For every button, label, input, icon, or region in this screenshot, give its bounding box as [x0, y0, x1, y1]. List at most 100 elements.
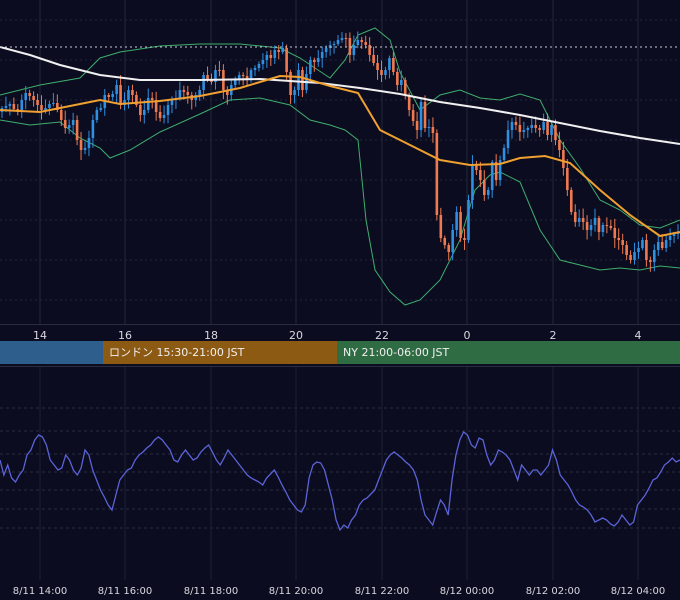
- candle-body: [261, 60, 265, 64]
- candle-body: [569, 190, 573, 212]
- candle-body: [653, 250, 656, 262]
- ma-short-line: [0, 74, 680, 238]
- candle-body: [71, 120, 75, 125]
- candle-body: [625, 245, 628, 255]
- candle-body: [20, 100, 24, 112]
- candle-body: [645, 240, 648, 260]
- hour-tick-label: 22: [375, 329, 389, 342]
- candle-body: [285, 48, 288, 72]
- candle-body: [585, 222, 589, 230]
- candle-body: [269, 55, 273, 58]
- candle-body: [479, 170, 482, 180]
- candle-body: [388, 58, 391, 70]
- candle-body: [344, 38, 348, 39]
- candle-body: [415, 121, 419, 130]
- ma-long-line: [0, 46, 680, 145]
- candle-body: [206, 75, 209, 80]
- candle-body: [245, 76, 249, 80]
- candle-body: [79, 140, 83, 150]
- candle-body: [649, 260, 652, 262]
- candle-body: [297, 70, 300, 90]
- candle-body: [332, 44, 336, 45]
- candle-body: [75, 120, 79, 140]
- candle-body: [431, 127, 435, 133]
- candle-body: [336, 40, 340, 44]
- candle-body: [593, 218, 597, 225]
- candle-body: [257, 64, 261, 68]
- candle-body: [510, 122, 514, 130]
- candle-body: [577, 218, 581, 222]
- candle-body: [166, 105, 170, 115]
- candle-body: [601, 225, 605, 232]
- candle-body: [566, 168, 569, 190]
- candle-body: [139, 105, 142, 115]
- candle-body: [356, 40, 360, 45]
- candle-body: [534, 125, 537, 128]
- session-label: NY 21:00-06:00 JST: [343, 346, 450, 359]
- session-bars: [0, 341, 680, 364]
- candle-body: [672, 234, 676, 236]
- candle-body: [218, 70, 221, 71]
- candle-body: [158, 112, 162, 118]
- candle-body: [486, 190, 490, 195]
- candle-body: [352, 45, 356, 55]
- candle-body: [427, 127, 431, 128]
- candle-body: [538, 128, 541, 130]
- date-tick-label: 8/11 18:00: [184, 586, 238, 597]
- candle-body: [423, 102, 427, 128]
- candle-body: [8, 104, 12, 106]
- oscillator-series: [0, 430, 680, 532]
- candle-body: [494, 162, 498, 180]
- candle-body: [115, 85, 118, 94]
- candle-body: [56, 103, 59, 110]
- price-panel-bottom-border: [0, 324, 680, 325]
- candle-body: [384, 70, 387, 75]
- candle-body: [83, 148, 87, 150]
- candle-body: [301, 70, 304, 90]
- candle-body: [637, 248, 640, 252]
- candle-body: [641, 240, 644, 248]
- candle-body: [249, 70, 253, 80]
- candle-body: [198, 90, 201, 95]
- candle-body: [459, 212, 462, 238]
- candle-body: [380, 70, 383, 75]
- candle-body: [526, 128, 530, 130]
- candle-body: [435, 133, 439, 215]
- candle-body: [273, 50, 277, 58]
- candle-body: [633, 252, 636, 260]
- candle-body: [399, 80, 403, 85]
- candle-body: [178, 90, 182, 98]
- candle-body: [4, 106, 8, 108]
- candle-body: [313, 60, 316, 62]
- candle-body: [419, 102, 423, 130]
- date-tick-label: 8/11 16:00: [98, 586, 152, 597]
- hour-tick-label: 20: [289, 329, 303, 342]
- candle-body: [32, 96, 35, 100]
- candle-body: [44, 108, 47, 110]
- candle-body: [324, 48, 328, 52]
- candle-body: [455, 212, 458, 230]
- candle-body: [518, 125, 522, 132]
- candle-body: [226, 90, 229, 95]
- candle-body: [506, 130, 510, 148]
- candle-body: [143, 110, 146, 115]
- candle-body: [514, 122, 518, 125]
- candle-body: [498, 160, 502, 180]
- candle-body: [99, 108, 103, 110]
- candlestick-series: [0, 31, 680, 272]
- candle-body: [664, 240, 668, 248]
- candle-body: [91, 120, 95, 138]
- hour-tick-label: 18: [204, 329, 218, 342]
- candle-body: [589, 225, 593, 230]
- candle-body: [609, 226, 613, 228]
- candle-body: [392, 58, 395, 72]
- candle-body: [233, 80, 237, 85]
- candle-body: [36, 100, 39, 105]
- candle-body: [87, 138, 91, 148]
- date-tick-label: 8/11 22:00: [355, 586, 409, 597]
- candle-body: [546, 122, 549, 135]
- candle-body: [48, 104, 51, 108]
- candle-body: [403, 80, 407, 96]
- candle-body: [660, 242, 664, 248]
